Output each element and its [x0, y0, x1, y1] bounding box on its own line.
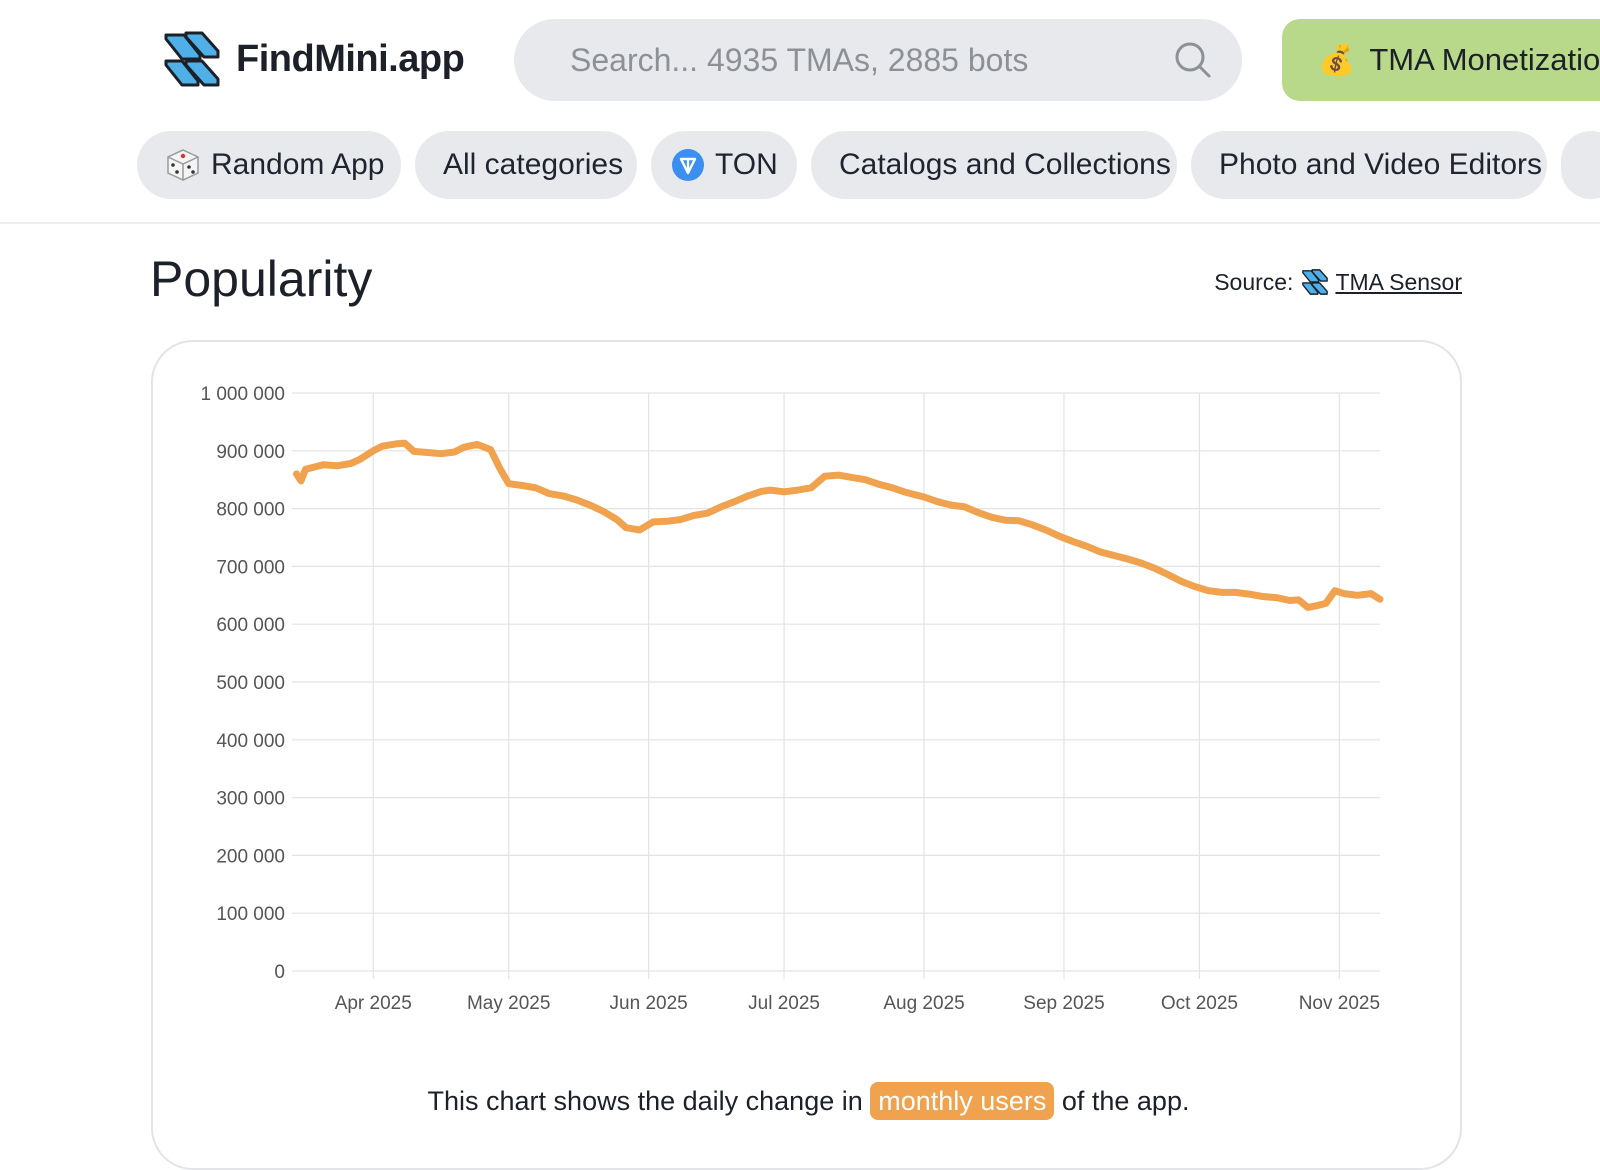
y-tick-label: 800 000: [216, 500, 285, 521]
top-header: FindMini.app 💰 TMA Monetization Random A…: [0, 0, 1600, 224]
search-icon[interactable]: [1174, 41, 1212, 79]
y-tick-label: 1 000 000: [200, 384, 285, 405]
chart-caption: This chart shows the daily change in mon…: [153, 1082, 1464, 1120]
y-tick-label: 400 000: [216, 731, 285, 752]
y-tick-label: 200 000: [216, 846, 285, 867]
x-tick-label: Nov 2025: [1299, 993, 1380, 1014]
brand-name: FindMini.app: [236, 37, 465, 80]
popularity-heading: Popularity: [150, 251, 373, 307]
y-tick-label: 0: [274, 962, 285, 983]
x-tick-label: Sep 2025: [1023, 993, 1104, 1014]
y-tick-label: 500 000: [216, 673, 285, 694]
brand-logo[interactable]: FindMini.app: [162, 28, 465, 90]
search-bar[interactable]: [514, 19, 1242, 101]
chip-more[interactable]: [1561, 131, 1600, 199]
monthly-users-highlight: monthly users: [870, 1082, 1055, 1120]
search-input[interactable]: [568, 40, 1174, 80]
caption-text-before: This chart shows the daily change in: [427, 1086, 863, 1116]
source-attribution: Source: TMA Sensor: [1214, 268, 1462, 296]
y-tick-label: 900 000: [216, 442, 285, 463]
x-tick-label: Jul 2025: [748, 993, 820, 1014]
x-tick-label: Jun 2025: [610, 993, 688, 1014]
chip-photo-and-video-editors[interactable]: Photo and Video Editors: [1191, 131, 1547, 199]
y-tick-label: 600 000: [216, 615, 285, 636]
popularity-chart-card: 0 100 000 200 000 300 000 400 000 500 000 600 …: [151, 340, 1462, 1170]
money-bag-icon: 💰: [1318, 43, 1356, 77]
ton-icon: [671, 148, 705, 182]
y-tick-label: 300 000: [216, 789, 285, 810]
tma-sensor-link[interactable]: TMA Sensor: [1335, 268, 1462, 295]
chip-all-categories[interactable]: All categories: [415, 131, 637, 199]
x-tick-label: Oct 2025: [1161, 993, 1238, 1014]
chip-label: TON: [715, 148, 778, 181]
source-prefix: Source:: [1214, 268, 1294, 295]
dice-icon: [165, 147, 201, 183]
y-tick-label: 100 000: [216, 904, 285, 925]
y-tick-label: 700 000: [216, 557, 285, 578]
chip-label: All categories: [443, 148, 624, 181]
popularity-chart: 0 100 000 200 000 300 000 400 000 500 000 600 …: [200, 384, 1384, 1014]
x-tick-label: Aug 2025: [883, 993, 964, 1014]
chip-label: Photo and Video Editors: [1219, 148, 1543, 181]
tma-monetization-label: TMA Monetization: [1369, 42, 1600, 77]
x-tick-label: Apr 2025: [335, 993, 412, 1014]
monthly-users-line: [293, 439, 1384, 611]
chip-label: Random App: [211, 148, 385, 181]
chip-ton[interactable]: TON: [651, 131, 797, 199]
chip-catalogs-and-collections[interactable]: Catalogs and Collections: [811, 131, 1177, 199]
tma-monetization-button[interactable]: 💰 TMA Monetization: [1282, 19, 1600, 101]
findmini-logo-icon: [164, 31, 220, 87]
caption-text-after: of the app.: [1061, 1086, 1190, 1116]
chip-label: Catalogs and Collections: [839, 148, 1171, 181]
x-tick-label: May 2025: [467, 993, 550, 1014]
tma-sensor-icon: [1302, 269, 1329, 295]
chip-random-app[interactable]: Random App: [137, 131, 401, 199]
